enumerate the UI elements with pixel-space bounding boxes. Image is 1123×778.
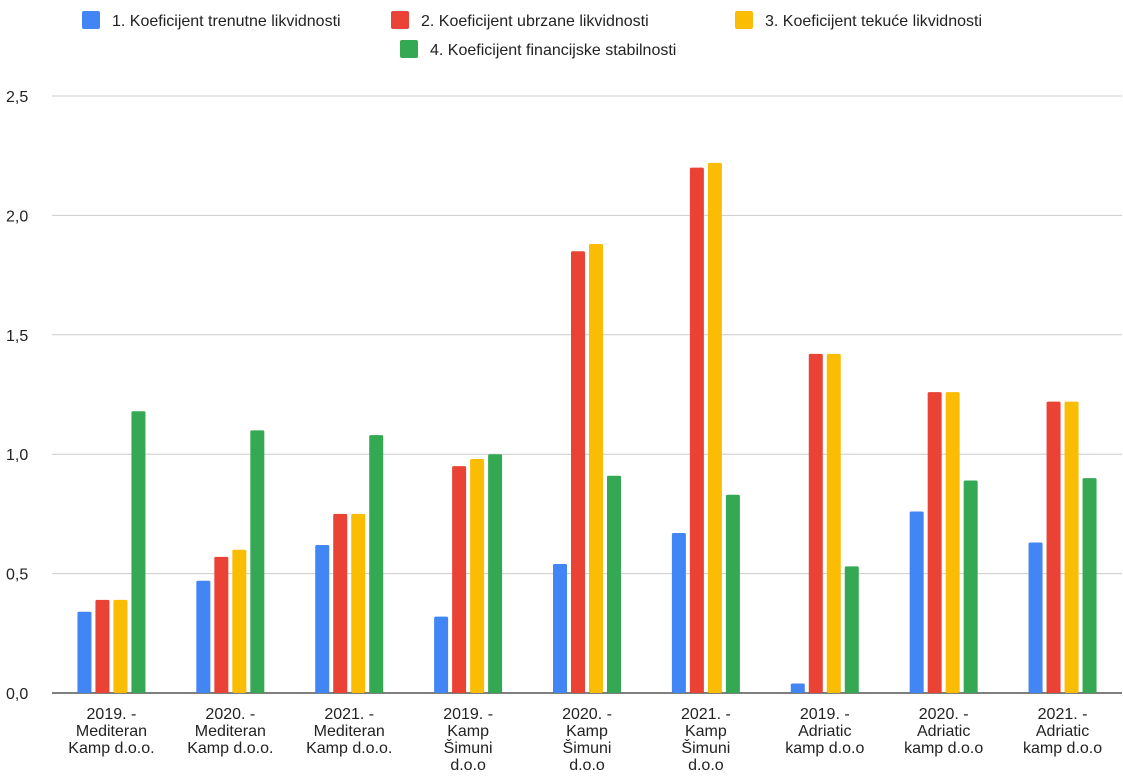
bar	[1028, 542, 1043, 693]
y-tick-label: 2,0	[6, 208, 28, 225]
bar	[808, 353, 823, 693]
bar	[196, 580, 211, 693]
bar	[689, 167, 704, 693]
bar	[113, 599, 128, 693]
y-tick-label: 1,5	[6, 328, 28, 345]
bar	[369, 435, 384, 693]
bar	[909, 511, 924, 693]
x-category-label-line: 2020. -	[562, 706, 612, 723]
x-category-label-line: Adriatic	[1036, 723, 1089, 740]
bar	[250, 430, 265, 693]
x-category-label-line: Šimuni	[563, 738, 612, 757]
bar	[1046, 401, 1061, 693]
x-category-label: 2020. -Adriatic kamp d.o.o	[904, 706, 983, 757]
x-category-label-line: kamp d.o.o	[904, 740, 983, 757]
bar	[1082, 478, 1097, 693]
x-category-label-line: 2021. -	[1038, 706, 1088, 723]
legend-label: 3. Koeficijent tekuće likvidnosti	[765, 13, 982, 30]
bar	[571, 251, 585, 693]
bar	[607, 475, 621, 693]
bar	[95, 599, 110, 693]
y-tick-label: 0,5	[6, 567, 28, 584]
bar	[927, 392, 942, 693]
bar	[434, 616, 449, 693]
x-category-label-line: 2019. -	[87, 706, 137, 723]
bar	[553, 564, 567, 693]
x-category-label-line: Mediteran	[195, 723, 266, 740]
bar	[844, 566, 859, 693]
bar	[452, 466, 467, 693]
x-category-label: 2020. -Kamp Šimuni d.o.o	[562, 706, 612, 774]
y-tick-label: 1,0	[6, 447, 28, 464]
x-category-label-line: kamp d.o.o	[1023, 740, 1102, 757]
y-tick-label: 2,5	[6, 89, 28, 106]
x-category-label: 2021. -Mediteran Kamp d.o.o.	[306, 706, 392, 757]
x-category-label-line: d.o.o	[569, 757, 605, 774]
x-category-label: 2019. -Mediteran Kamp d.o.o.	[68, 706, 154, 757]
bar	[945, 392, 960, 693]
x-category-label-line: Kamp	[447, 723, 489, 740]
x-category-label-line: Kamp d.o.o.	[187, 740, 273, 757]
bar	[707, 162, 722, 693]
bar	[470, 458, 485, 693]
x-category-label: 2020. -Mediteran Kamp d.o.o.	[187, 706, 273, 757]
x-category-label-line: Adriatic	[798, 723, 851, 740]
bar	[589, 244, 603, 693]
bar	[790, 683, 805, 693]
bar	[1064, 401, 1079, 693]
x-category-label-line: kamp d.o.o	[785, 740, 864, 757]
bar	[77, 611, 92, 693]
x-category-label-line: Adriatic	[917, 723, 970, 740]
bar	[315, 544, 330, 693]
legend-swatch	[735, 11, 753, 29]
x-category-label-line: Šimuni	[444, 738, 493, 757]
x-category-label-line: Šimuni	[681, 738, 730, 757]
x-category-label-line: Kamp d.o.o.	[306, 740, 392, 757]
bar	[725, 494, 740, 693]
bar	[671, 533, 686, 693]
x-category-label-line: d.o.o	[450, 757, 486, 774]
x-category-label-line: Mediteran	[314, 723, 385, 740]
bar	[963, 480, 978, 693]
x-category-label-line: 2021. -	[681, 706, 731, 723]
x-category-label-line: Kamp	[685, 723, 727, 740]
x-category-label-line: 2019. -	[800, 706, 850, 723]
x-category-label-line: 2021. -	[324, 706, 374, 723]
bar	[488, 454, 503, 693]
bar	[232, 549, 247, 693]
x-category-label-line: 2020. -	[205, 706, 255, 723]
x-category-label-line: Kamp	[566, 723, 608, 740]
legend-swatch	[82, 11, 100, 29]
x-category-label-line: 2019. -	[443, 706, 493, 723]
bar	[826, 353, 841, 693]
bar	[214, 556, 229, 693]
x-category-label: 2021. -Adriatic kamp d.o.o	[1023, 706, 1102, 757]
x-category-label-line: 2020. -	[919, 706, 969, 723]
x-category-label: 2021. -Kamp Šimuni d.o.o	[681, 706, 731, 774]
y-tick-label: 0,0	[6, 686, 28, 703]
bar	[351, 513, 366, 693]
x-category-label-line: d.o.o	[688, 757, 724, 774]
legend-label: 2. Koeficijent ubrzane likvidnosti	[421, 13, 649, 30]
legend-swatch	[391, 11, 409, 29]
x-category-label-line: Kamp d.o.o.	[68, 740, 154, 757]
legend-label: 1. Koeficijent trenutne likvidnosti	[112, 13, 341, 30]
legend-swatch	[400, 40, 418, 58]
x-category-label: 2019. -Kamp Šimuni d.o.o	[443, 706, 493, 774]
x-category-label-line: Mediteran	[76, 723, 147, 740]
legend-label: 4. Koeficijent financijske stabilnosti	[430, 42, 676, 59]
bar	[333, 513, 348, 693]
bar	[131, 411, 146, 693]
x-category-label: 2019. -Adriatic kamp d.o.o	[785, 706, 864, 757]
